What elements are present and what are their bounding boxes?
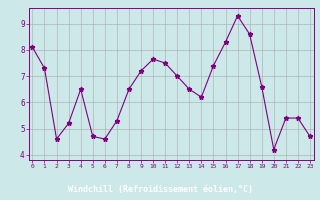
Text: Windchill (Refroidissement éolien,°C): Windchill (Refroidissement éolien,°C) (68, 185, 252, 194)
